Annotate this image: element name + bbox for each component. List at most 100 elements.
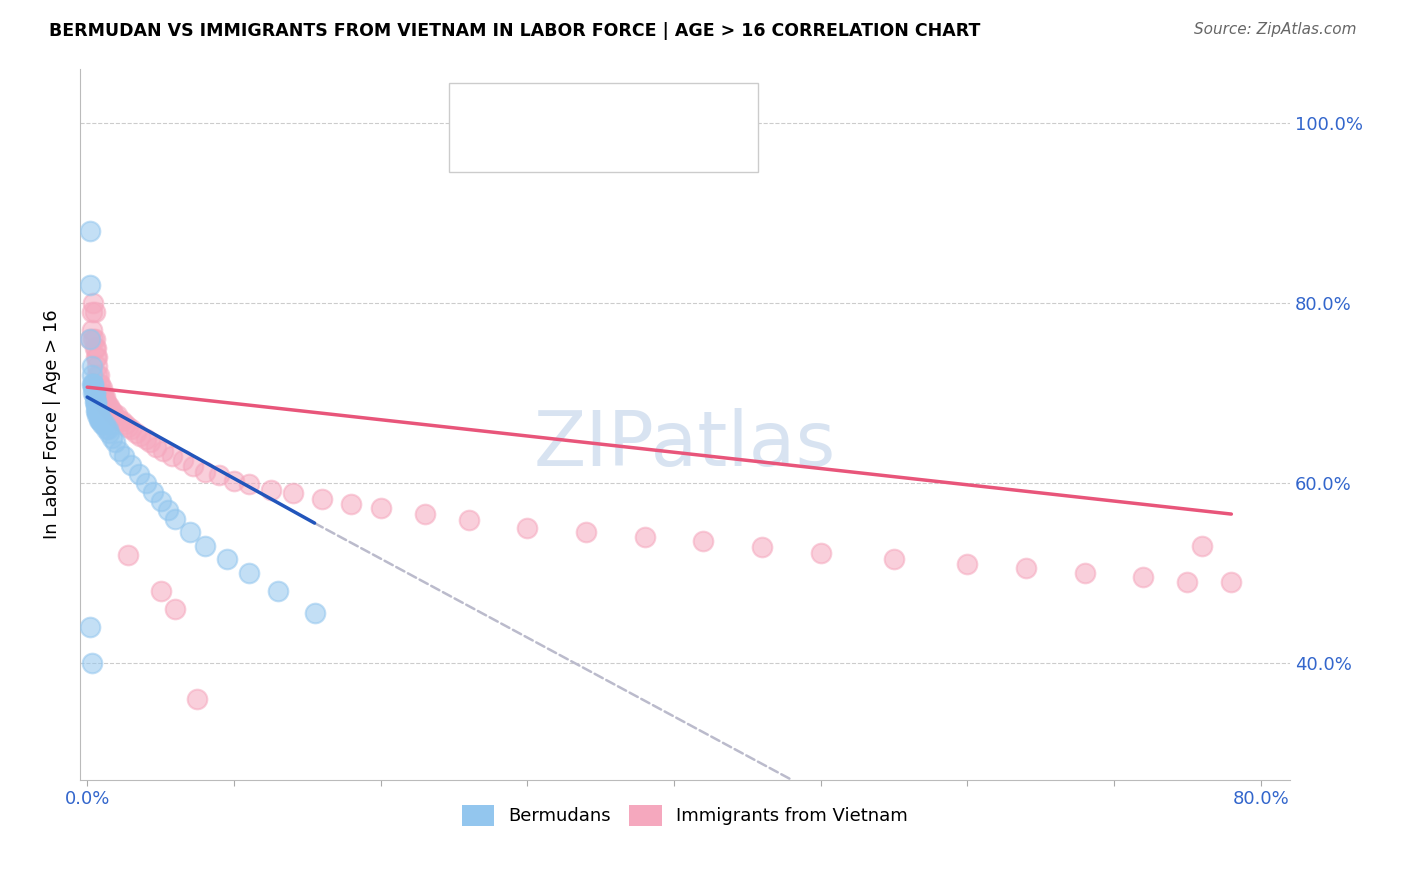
- Point: [120, 421, 142, 435]
- Point: [281, 486, 304, 500]
- Text: Source: ZipAtlas.com: Source: ZipAtlas.com: [1194, 22, 1357, 37]
- Point: [1132, 570, 1154, 584]
- Point: [259, 483, 281, 497]
- Point: [238, 477, 260, 491]
- Point: [80, 368, 103, 382]
- Point: [156, 502, 179, 516]
- Point: [89, 376, 111, 391]
- Point: [370, 500, 392, 515]
- Point: [193, 465, 215, 479]
- Point: [89, 412, 111, 426]
- Point: [86, 403, 108, 417]
- Point: [80, 376, 103, 391]
- Point: [135, 475, 157, 490]
- Point: [80, 656, 103, 670]
- Point: [96, 421, 118, 435]
- Point: [1220, 574, 1243, 589]
- Point: [124, 426, 146, 441]
- Point: [83, 332, 105, 346]
- Point: [90, 381, 112, 395]
- Point: [84, 394, 107, 409]
- Point: [90, 412, 112, 426]
- Point: [105, 408, 128, 422]
- Point: [120, 458, 142, 472]
- Point: [96, 394, 118, 409]
- Point: [90, 417, 112, 431]
- Point: [114, 417, 136, 431]
- Point: [1175, 574, 1198, 589]
- Point: [79, 619, 101, 633]
- Point: [82, 295, 104, 310]
- Point: [208, 468, 231, 483]
- Point: [340, 497, 363, 511]
- Point: [238, 566, 260, 580]
- Point: [83, 390, 105, 404]
- Point: [193, 539, 215, 553]
- Point: [751, 541, 773, 555]
- Point: [142, 484, 165, 499]
- Point: [457, 513, 479, 527]
- Point: [112, 449, 135, 463]
- Point: [91, 385, 114, 400]
- Point: [91, 390, 114, 404]
- Y-axis label: In Labor Force | Age > 16: In Labor Force | Age > 16: [44, 310, 60, 539]
- Point: [86, 350, 108, 364]
- Point: [172, 453, 194, 467]
- Point: [516, 520, 538, 534]
- Point: [128, 467, 150, 481]
- Point: [82, 376, 104, 391]
- Point: [86, 403, 108, 417]
- Point: [311, 491, 333, 506]
- Point: [179, 525, 201, 540]
- Point: [82, 376, 104, 391]
- Point: [80, 359, 103, 373]
- Point: [87, 376, 110, 391]
- Point: [89, 385, 111, 400]
- Point: [87, 412, 110, 426]
- Point: [83, 385, 105, 400]
- Point: [84, 394, 107, 409]
- Point: [94, 417, 117, 431]
- Point: [883, 552, 905, 566]
- Point: [215, 552, 238, 566]
- Point: [165, 511, 187, 525]
- Point: [267, 583, 290, 598]
- Point: [97, 399, 120, 413]
- Point: [152, 444, 174, 458]
- Point: [96, 399, 118, 413]
- Point: [181, 459, 204, 474]
- Point: [117, 548, 139, 562]
- Point: [100, 403, 122, 417]
- Point: [83, 341, 105, 355]
- Point: [84, 399, 107, 413]
- Point: [1073, 566, 1095, 580]
- Point: [91, 417, 114, 431]
- Point: [149, 493, 172, 508]
- Point: [633, 530, 655, 544]
- Point: [117, 419, 139, 434]
- Point: [80, 322, 103, 336]
- Point: [87, 408, 110, 422]
- Point: [304, 606, 326, 620]
- Point: [94, 390, 117, 404]
- Point: [83, 304, 105, 318]
- Point: [103, 408, 125, 422]
- Point: [129, 429, 152, 443]
- Point: [97, 421, 120, 435]
- Point: [80, 304, 103, 318]
- Point: [575, 525, 598, 540]
- Point: [89, 412, 111, 426]
- Point: [82, 385, 104, 400]
- Point: [79, 332, 101, 346]
- Point: [810, 546, 832, 560]
- Point: [84, 350, 107, 364]
- Point: [108, 444, 131, 458]
- Point: [87, 368, 110, 382]
- Point: [145, 440, 167, 454]
- Point: [94, 394, 117, 409]
- Point: [1191, 539, 1213, 553]
- Point: [101, 431, 124, 445]
- Point: [86, 368, 108, 382]
- Point: [165, 601, 187, 615]
- Point: [84, 341, 107, 355]
